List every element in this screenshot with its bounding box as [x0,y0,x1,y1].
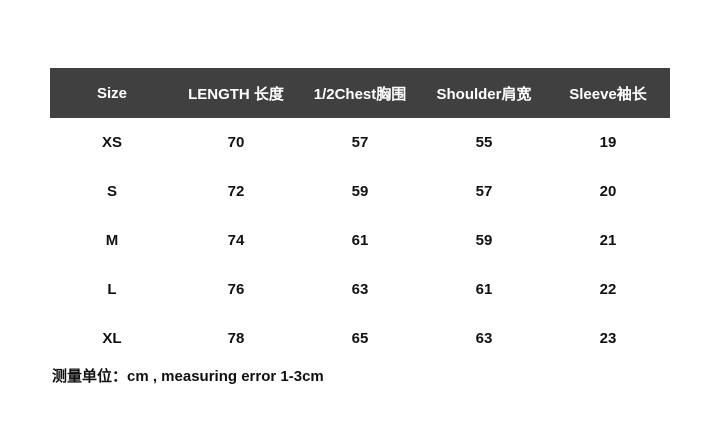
table-cell: 23 [599,330,617,347]
table-cell: 78 [227,330,245,347]
size-chart-table: Size LENGTH 长度 1/2Chest胸围 Shoulder肩宽 Sleeve袖… [50,68,670,363]
table-cell: 61 [351,232,369,249]
table-cell: 22 [599,281,617,298]
table-row: L 76 63 61 22 [50,265,670,314]
table-cell: 57 [475,183,493,200]
table-cell: 74 [227,232,245,249]
table-cell: 59 [475,232,493,249]
table-cell: XS [101,134,122,151]
table-header: Size LENGTH 长度 1/2Chest胸围 Shoulder肩宽 Sleeve袖… [50,68,670,118]
table-cell: 57 [351,134,369,151]
table-row: XS 70 57 55 19 [50,118,670,167]
column-header: 1/2Chest胸围 [313,85,407,103]
table-cell: 72 [227,183,245,200]
column-header: Size [96,84,127,102]
table-cell: 76 [227,281,245,298]
table-cell: 63 [351,281,369,298]
table-cell: 20 [599,183,617,200]
table-cell: M [105,232,119,249]
table-cell: 70 [227,134,245,151]
table-cell: 65 [351,330,369,347]
table-cell: L [107,281,117,298]
table-cell: 55 [475,134,493,151]
table-row: M 74 61 59 21 [50,216,670,265]
column-header: Shoulder肩宽 [436,85,532,103]
measurement-note: 测量单位：cm , measuring error 1-3cm [52,368,324,385]
table-row: S 72 59 57 20 [50,167,670,216]
table-cell: 59 [351,183,369,200]
table-cell: 63 [475,330,493,347]
table-row: XL 78 65 63 23 [50,314,670,363]
table-cell: 19 [599,134,617,151]
column-header: Sleeve袖长 [569,85,647,103]
table-cell: XL [102,330,122,347]
table-cell: S [106,183,117,200]
table-cell: 61 [475,281,493,298]
column-header: LENGTH 长度 [188,85,284,103]
table-cell: 21 [599,232,617,249]
